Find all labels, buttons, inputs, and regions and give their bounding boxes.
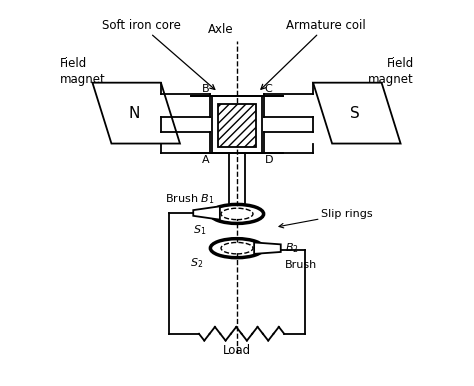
Text: N: N bbox=[128, 106, 140, 120]
Text: S: S bbox=[350, 106, 360, 120]
Polygon shape bbox=[193, 206, 220, 220]
Text: Field
magnet: Field magnet bbox=[60, 57, 106, 86]
Ellipse shape bbox=[221, 208, 253, 220]
Polygon shape bbox=[254, 242, 281, 254]
Ellipse shape bbox=[221, 242, 253, 254]
Text: C: C bbox=[264, 84, 272, 94]
Polygon shape bbox=[92, 83, 180, 144]
Text: Load: Load bbox=[223, 344, 251, 357]
Text: Soft iron core: Soft iron core bbox=[102, 19, 215, 90]
Text: Field
magnet: Field magnet bbox=[368, 57, 414, 86]
Text: Slip rings: Slip rings bbox=[279, 209, 372, 228]
Text: B: B bbox=[202, 84, 210, 94]
Text: $S_2$: $S_2$ bbox=[190, 256, 203, 269]
Polygon shape bbox=[313, 83, 401, 144]
Text: Brush $B_1$: Brush $B_1$ bbox=[165, 192, 214, 206]
Polygon shape bbox=[218, 103, 256, 147]
Text: D: D bbox=[264, 155, 273, 165]
Text: $S_1$: $S_1$ bbox=[193, 223, 207, 237]
Text: Axle: Axle bbox=[208, 23, 233, 36]
Text: Brush: Brush bbox=[284, 260, 317, 270]
Text: A: A bbox=[202, 155, 210, 165]
Text: $B_2$: $B_2$ bbox=[284, 241, 298, 255]
Text: Armature coil: Armature coil bbox=[261, 19, 366, 89]
